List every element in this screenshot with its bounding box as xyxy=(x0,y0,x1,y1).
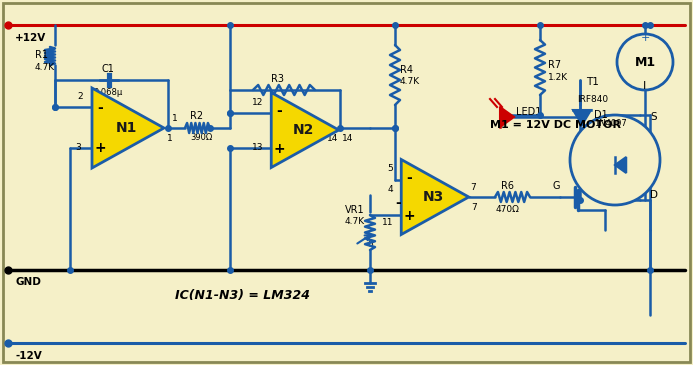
Text: N2: N2 xyxy=(292,123,314,137)
Text: +: + xyxy=(640,33,650,43)
Text: 7: 7 xyxy=(470,183,476,192)
Text: 5: 5 xyxy=(403,169,409,178)
Text: M1: M1 xyxy=(634,55,656,69)
Text: -: - xyxy=(406,171,412,185)
Text: 1K: 1K xyxy=(272,97,284,106)
Text: +12V: +12V xyxy=(15,33,46,43)
Text: 3: 3 xyxy=(75,143,81,152)
Text: +: + xyxy=(274,142,285,156)
Text: 6: 6 xyxy=(403,212,409,221)
Polygon shape xyxy=(271,92,339,168)
Text: -12V: -12V xyxy=(15,351,42,361)
Text: 470Ω: 470Ω xyxy=(496,205,520,214)
Text: -: - xyxy=(97,101,103,115)
Text: 11: 11 xyxy=(403,222,414,231)
Circle shape xyxy=(617,34,673,90)
Text: S: S xyxy=(650,112,657,122)
Text: R4: R4 xyxy=(400,65,413,75)
Text: R3: R3 xyxy=(272,74,285,84)
Text: 2: 2 xyxy=(77,92,82,101)
Polygon shape xyxy=(92,88,164,168)
Text: R1: R1 xyxy=(35,50,48,60)
Text: C1: C1 xyxy=(102,64,114,74)
Polygon shape xyxy=(500,107,514,127)
Polygon shape xyxy=(573,110,591,125)
Text: LED1: LED1 xyxy=(516,107,541,117)
Text: IRF840: IRF840 xyxy=(577,95,608,104)
Text: 4: 4 xyxy=(403,166,409,175)
Text: +: + xyxy=(94,141,106,155)
Text: R6: R6 xyxy=(502,181,514,191)
Text: 4.7K: 4.7K xyxy=(345,218,365,227)
Text: 14: 14 xyxy=(326,134,338,143)
Text: 14: 14 xyxy=(342,134,353,143)
Text: R2: R2 xyxy=(190,111,203,121)
Text: 6: 6 xyxy=(367,240,373,249)
Polygon shape xyxy=(401,160,468,234)
Text: 0.068μ: 0.068μ xyxy=(94,88,123,97)
Text: 12: 12 xyxy=(273,103,284,112)
Text: T1: T1 xyxy=(586,77,599,87)
Text: 12: 12 xyxy=(252,98,264,107)
Polygon shape xyxy=(615,157,626,173)
Text: N3: N3 xyxy=(422,190,444,204)
Text: D1: D1 xyxy=(594,110,608,120)
Text: 4.7K: 4.7K xyxy=(400,77,420,87)
Text: 1: 1 xyxy=(172,114,177,123)
FancyBboxPatch shape xyxy=(3,3,690,362)
Text: +: + xyxy=(403,209,415,223)
Text: 7: 7 xyxy=(471,203,477,212)
Text: -: - xyxy=(277,104,282,118)
Text: 4: 4 xyxy=(387,185,393,194)
Text: GND: GND xyxy=(15,277,41,287)
Text: M1 = 12V DC MOTOR: M1 = 12V DC MOTOR xyxy=(490,120,621,130)
Circle shape xyxy=(570,115,660,205)
Text: G: G xyxy=(552,181,560,191)
Text: 390Ω: 390Ω xyxy=(190,133,212,142)
Text: VR1: VR1 xyxy=(345,205,365,215)
Text: 13: 13 xyxy=(252,143,264,152)
Text: N1: N1 xyxy=(115,121,137,135)
Text: 5: 5 xyxy=(387,164,393,173)
Text: 11: 11 xyxy=(383,218,394,227)
Text: IC(N1-N3) = LM324: IC(N1-N3) = LM324 xyxy=(175,288,310,301)
Text: -: - xyxy=(395,196,401,210)
Text: D: D xyxy=(650,190,658,200)
Text: I: I xyxy=(643,81,647,91)
Text: 1N4007: 1N4007 xyxy=(594,119,626,128)
Text: 13: 13 xyxy=(273,152,285,161)
Text: 1.2K: 1.2K xyxy=(548,73,568,81)
Text: 1: 1 xyxy=(167,134,173,143)
Text: R7: R7 xyxy=(548,60,561,70)
Text: 4.7K: 4.7K xyxy=(35,62,55,72)
